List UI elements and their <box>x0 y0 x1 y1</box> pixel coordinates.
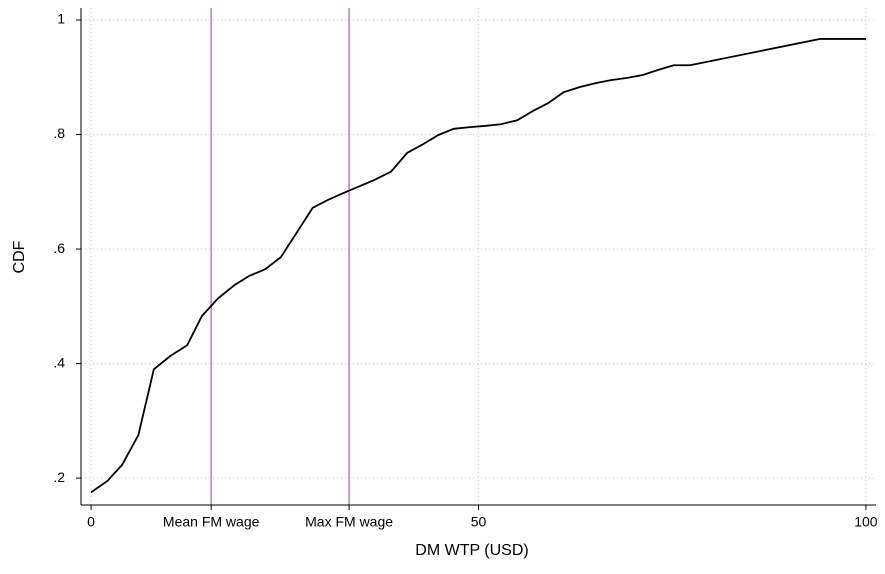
y-tick-label: 1 <box>57 11 65 27</box>
y-tick-label: .4 <box>53 354 65 370</box>
x-tick-label: 100 <box>854 514 878 530</box>
y-tick-label: .2 <box>53 469 65 485</box>
x-tick-label: 50 <box>471 514 487 530</box>
y-axis-label: CDF <box>11 240 28 273</box>
x-axis-label: DM WTP (USD) <box>415 542 528 559</box>
y-tick-label: .8 <box>53 125 65 141</box>
x-tick-label: Mean FM wage <box>163 514 260 530</box>
x-tick-label: 0 <box>87 514 95 530</box>
x-tick-label: Max FM wage <box>305 514 393 530</box>
cdf-line <box>90 38 866 494</box>
y-tick-label: .6 <box>53 240 65 256</box>
